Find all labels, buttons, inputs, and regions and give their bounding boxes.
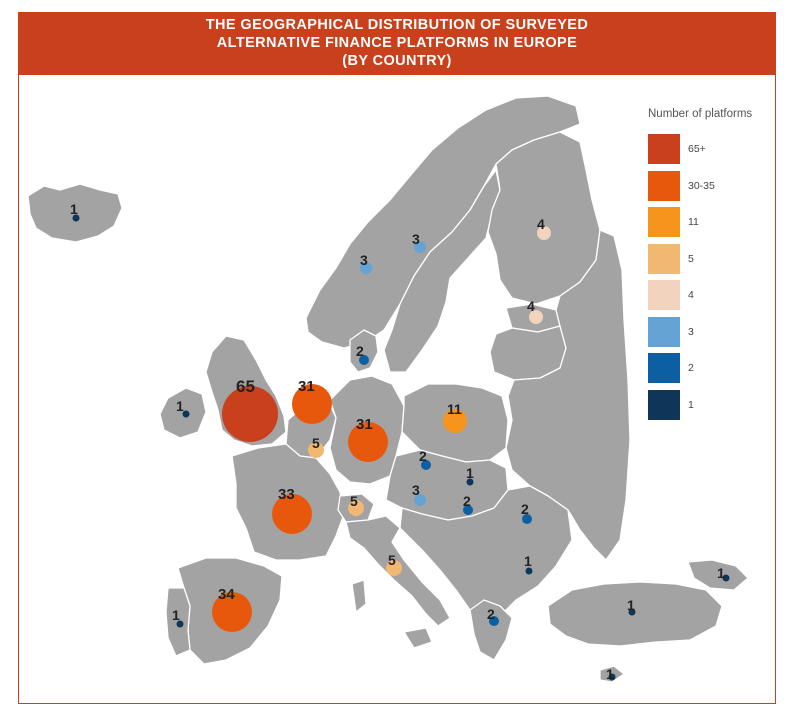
- legend-label: 5: [688, 252, 694, 265]
- legend-row: 5: [648, 243, 778, 274]
- marker-count-label: 31: [298, 378, 315, 395]
- marker-denmark: [359, 355, 369, 365]
- marker-count-label: 4: [537, 216, 545, 232]
- marker-czech-republic: [421, 460, 431, 470]
- marker-germany: [348, 422, 388, 462]
- marker-ireland: [182, 410, 190, 418]
- legend-label: 4: [688, 289, 694, 301]
- marker-count-label: 1: [627, 597, 635, 613]
- legend-row: 1: [648, 389, 778, 420]
- marker-belgium: [308, 442, 324, 458]
- marker-portugal: [176, 620, 184, 628]
- marker-turkey: [628, 608, 636, 616]
- marker-count-label: 2: [419, 448, 427, 464]
- marker-count-label: 3: [412, 231, 420, 247]
- marker-sweden: [414, 241, 426, 253]
- legend-row: 3: [648, 316, 778, 347]
- legend-swatch: [648, 353, 680, 383]
- legend-label: 1: [688, 398, 694, 411]
- legend-label: 30-35: [688, 179, 715, 192]
- marker-count-label: 3: [360, 252, 368, 268]
- marker-france: [272, 494, 312, 534]
- country-eastern-block: [505, 229, 631, 561]
- legend-label: 65+: [688, 143, 706, 155]
- marker-count-label: 3: [412, 482, 420, 498]
- marker-count-label: 1: [606, 666, 614, 682]
- marker-slovakia: [466, 478, 474, 486]
- legend-swatch: [648, 280, 680, 310]
- marker-iceland: [72, 214, 80, 222]
- legend-swatch: [648, 170, 680, 201]
- legend-swatch: [648, 134, 680, 164]
- marker-norway: [360, 262, 372, 274]
- title-line-1: THE GEOGRAPHICAL DISTRIBUTION OF SURVEYE…: [205, 17, 589, 33]
- marker-austria: [414, 494, 426, 506]
- marker-count-label: 5: [350, 493, 358, 509]
- marker-poland: [443, 409, 467, 433]
- legend-label: 2: [688, 362, 694, 374]
- legend-row: 65+: [648, 134, 778, 164]
- marker-count-label: 2: [487, 606, 495, 622]
- legend-swatch: [648, 207, 680, 237]
- legend-row: 2: [648, 353, 778, 383]
- marker-italy: [386, 560, 402, 576]
- marker-count-label: 2: [521, 501, 529, 517]
- title-line-2: ALTERNATIVE FINANCE PLATFORMS IN EUROPE: [216, 35, 578, 51]
- marker-count-label: 2: [356, 343, 364, 359]
- marker-count-label: 1: [172, 607, 180, 623]
- marker-count-label: 1: [176, 398, 184, 414]
- marker-netherlands: [292, 384, 332, 424]
- marker-bulgaria: [525, 567, 533, 575]
- marker-count-label: 1: [466, 465, 474, 481]
- marker-count-label: 2: [463, 493, 471, 509]
- marker-count-label: 65: [236, 377, 255, 396]
- marker-count-label: 1: [524, 553, 532, 569]
- title-line-3: (BY COUNTRY): [342, 53, 452, 69]
- marker-cyprus: [608, 673, 616, 681]
- legend-swatch: [648, 316, 680, 347]
- marker-count-label: 34: [218, 586, 235, 603]
- marker-united-kingdom: [222, 386, 278, 442]
- marker-switzerland: [348, 500, 364, 516]
- marker-count-label: 1: [717, 565, 725, 581]
- country-denmark: [349, 329, 379, 373]
- marker-count-label: 4: [527, 298, 535, 314]
- marker-spain: [212, 592, 252, 632]
- legend-row: 11: [648, 207, 778, 237]
- country-iceland: [27, 183, 123, 243]
- country-greece: [469, 599, 513, 661]
- legend-row: 4: [648, 280, 778, 310]
- legend-row: 30-35: [648, 170, 778, 201]
- marker-romania: [522, 514, 532, 524]
- marker-count-label: 11: [447, 401, 462, 417]
- country-georgia: [687, 559, 749, 591]
- title-banner: THE GEOGRAPHICAL DISTRIBUTION OF SURVEYE…: [18, 12, 776, 75]
- legend-title: Number of platforms: [648, 108, 753, 120]
- marker-count-label: 33: [278, 486, 295, 503]
- marker-count-label: 5: [312, 435, 320, 451]
- legend-swatch: [648, 389, 680, 420]
- marker-count-label: 31: [356, 416, 373, 433]
- country-turkey: [547, 581, 723, 647]
- legend: Number of platforms 65+ 30-35 11 5 4 3 2 1: [648, 108, 778, 426]
- marker-estonia: [529, 310, 543, 324]
- marker-finland: [537, 226, 551, 240]
- legend-label: 11: [688, 216, 699, 228]
- marker-greece: [489, 616, 499, 626]
- marker-hungary: [463, 505, 473, 515]
- country-sicily: [403, 627, 433, 649]
- marker-georgia: [722, 574, 730, 582]
- country-sardinia: [351, 579, 367, 613]
- legend-label: 3: [688, 325, 694, 338]
- legend-swatch: [648, 243, 680, 274]
- marker-count-label: 5: [388, 552, 396, 568]
- country-sweden: [383, 169, 501, 373]
- marker-count-label: 1: [70, 201, 78, 217]
